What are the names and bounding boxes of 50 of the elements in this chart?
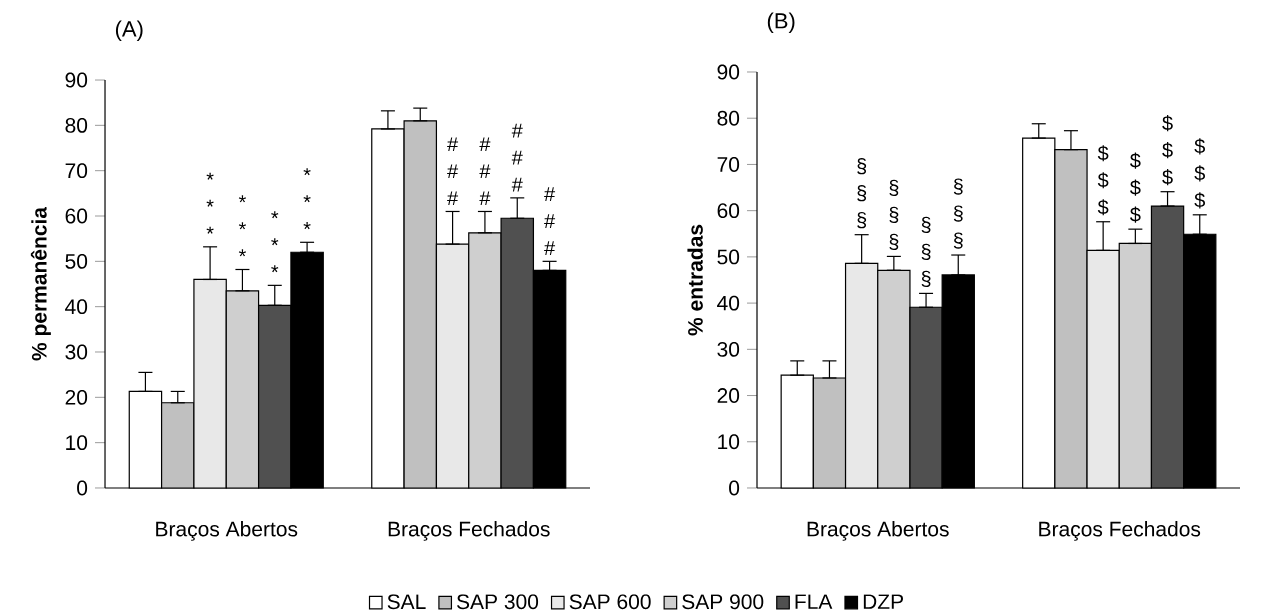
legend-label: SAL (387, 594, 426, 610)
y-tick-label: 40 (65, 299, 88, 315)
data-label: # # # (447, 137, 459, 206)
data-label: $ $ $ (1130, 152, 1141, 223)
y-tick-label: 10 (66, 435, 88, 451)
chart-title: (A) (115, 20, 143, 41)
y-tick-label: 0 (77, 480, 88, 496)
y-tick-label: 20 (65, 389, 88, 405)
legend-label: DZP (863, 594, 903, 609)
y-tick-label: 40 (717, 295, 740, 311)
x-tick-label: Braços Fechados (388, 521, 550, 541)
y-tick-label: 20 (717, 388, 740, 403)
y-tick-label: 80 (65, 117, 88, 133)
x-tick-label: Braços Abertos (156, 521, 298, 541)
data-label: * * * (238, 195, 246, 257)
y-tick-label: 80 (717, 110, 740, 126)
data-label: * * * (271, 211, 279, 273)
y-axis-title: % permanência (30, 206, 51, 361)
data-label: * * * (206, 172, 214, 234)
data-label: $ $ $ (1194, 138, 1206, 209)
data-label: # # # (511, 123, 523, 192)
y-axis-title: % entradas (687, 224, 703, 336)
y-tick-label: 10 (718, 434, 740, 450)
data-label: § § § (857, 158, 867, 229)
y-tick-label: 70 (65, 163, 88, 179)
legend-label: SAP 600 (569, 594, 651, 610)
y-tick-label: 60 (65, 208, 88, 224)
legend-label: FLA (795, 594, 833, 609)
y-tick-label: 90 (717, 64, 740, 80)
x-tick-label: Braços Fechados (1039, 521, 1201, 541)
legend-label: SAP 300 (456, 594, 539, 610)
data-label: $ $ $ (1162, 115, 1173, 186)
y-tick-label: 60 (717, 203, 740, 219)
data-label: § § § (921, 216, 931, 288)
data-label: $ $ $ (1097, 145, 1109, 216)
y-tick-label: 30 (717, 341, 740, 357)
y-tick-label: 70 (717, 157, 740, 172)
data-label: § § § (953, 178, 963, 249)
y-tick-label: 90 (65, 72, 88, 88)
y-tick-label: 50 (65, 253, 88, 269)
data-label: # # # (544, 187, 556, 255)
x-tick-label: Braços Abertos (807, 521, 949, 541)
data-label: § § § (889, 179, 899, 251)
data-label: # # # (479, 137, 491, 206)
legend-label: SAP 900 (682, 594, 764, 610)
y-tick-label: 0 (729, 480, 740, 496)
y-tick-label: 50 (717, 249, 740, 265)
data-label: * * * (303, 168, 311, 230)
y-tick-label: 30 (65, 344, 88, 360)
chart-title: (B) (767, 12, 795, 33)
